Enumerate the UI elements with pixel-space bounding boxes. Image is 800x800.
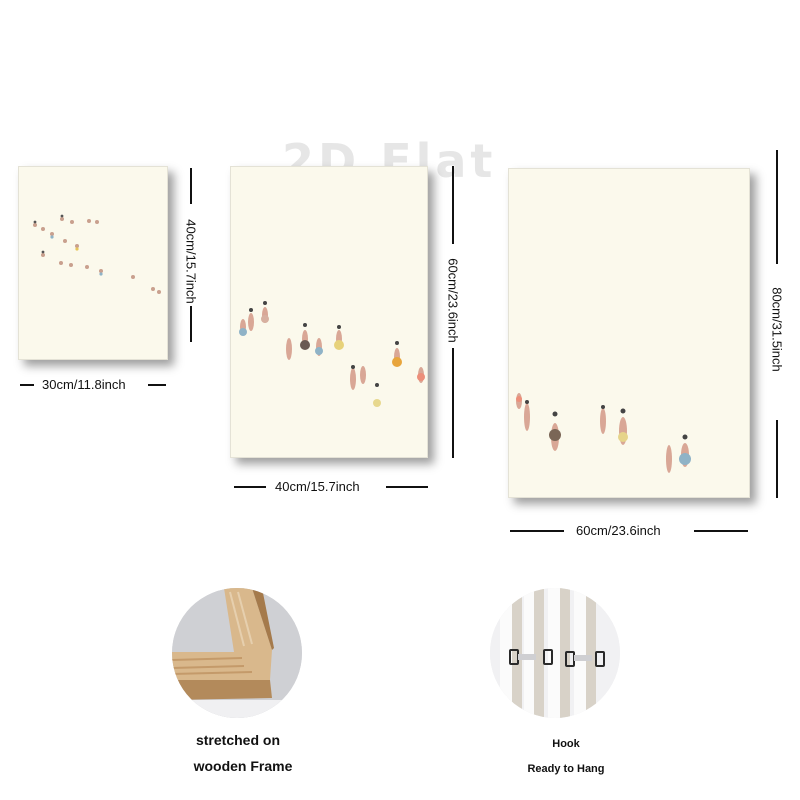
canvas-medium (230, 166, 428, 458)
height-line-small-bottom (190, 306, 192, 342)
frame-corner-image (172, 588, 302, 718)
hook-photo (490, 588, 620, 718)
width-line-large-left (510, 530, 564, 532)
beach-figures-illustration (516, 393, 691, 473)
wooden-frame-photo (172, 588, 302, 718)
beach-figures-illustration (239, 301, 425, 407)
width-label-large: 60cm/23.6inch (576, 523, 661, 538)
width-line-large-right (694, 530, 748, 532)
canvas-small (18, 166, 168, 360)
frame-caption-line1: stretched on (195, 732, 280, 748)
height-label-medium: 60cm/23.6inch (445, 258, 461, 343)
height-label-small: 40cm/15.7inch (183, 219, 199, 304)
height-line-large-bottom (776, 420, 778, 498)
width-line-medium-left (234, 486, 266, 488)
hook-caption-line1: Hook (552, 738, 580, 750)
hook-image (490, 588, 620, 718)
height-line-medium-bottom (452, 348, 454, 458)
height-line-small-top (190, 168, 192, 204)
height-line-large-top (776, 150, 778, 264)
width-label-small: 30cm/11.8inch (42, 377, 126, 392)
width-label-medium: 40cm/15.7inch (275, 479, 360, 494)
width-line-medium-right (386, 486, 428, 488)
width-line-small-left (20, 384, 34, 386)
canvas-large (508, 168, 750, 498)
height-label-large: 80cm/31.5inch (769, 287, 785, 372)
height-line-medium-top (452, 166, 454, 244)
beach-figures-illustration (33, 214, 161, 294)
width-line-small-right (148, 384, 166, 386)
frame-caption-line2: wooden Frame (193, 758, 293, 774)
hook-caption-line2: Ready to Hang (527, 763, 605, 775)
